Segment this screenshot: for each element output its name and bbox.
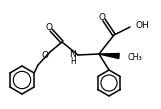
Text: N: N xyxy=(70,49,76,59)
Text: O: O xyxy=(42,50,48,60)
Text: O: O xyxy=(46,22,52,32)
Text: H: H xyxy=(70,56,76,66)
Text: CH₃: CH₃ xyxy=(128,53,143,61)
Text: OH: OH xyxy=(136,20,150,30)
Text: O: O xyxy=(99,13,105,21)
Polygon shape xyxy=(99,54,119,59)
